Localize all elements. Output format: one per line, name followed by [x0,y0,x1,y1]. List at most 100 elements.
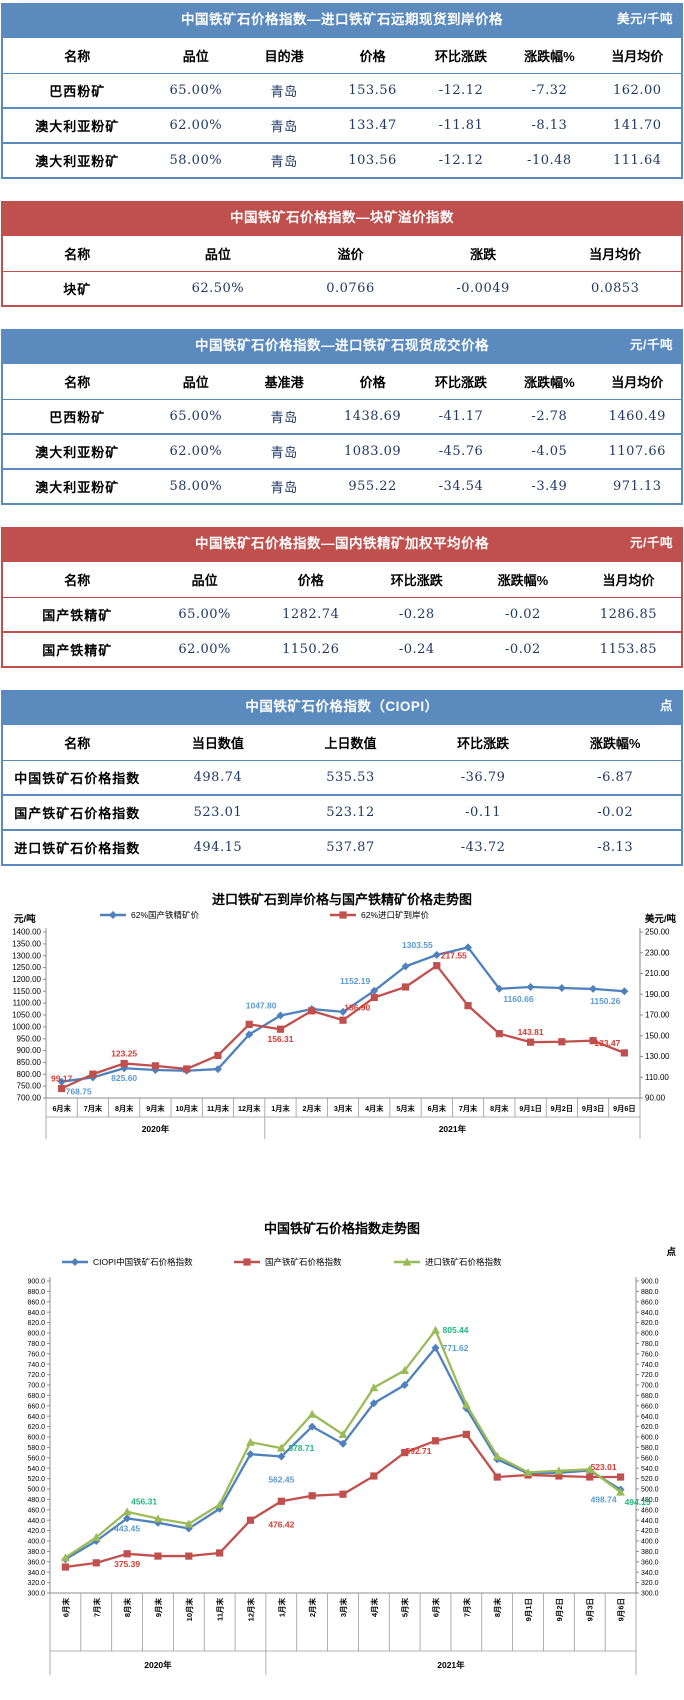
x-category-label: 9月3日 [586,1598,595,1621]
value-cell: 58.00% [169,479,223,494]
square-marker [589,1037,597,1045]
column-header: 基准港 [264,375,304,390]
row-name-cell: 澳大利亚粉矿 [35,480,120,495]
value-cell: 162.00 [613,83,662,98]
left-tick-label: 880.0 [27,1289,45,1296]
value-cell: -0.02 [504,607,541,622]
triangle-marker [215,1500,225,1509]
triangle-marker [338,1430,348,1438]
row-name-cell: 块矿 [63,282,92,297]
triangle-marker [431,1325,440,1334]
table-unit-label: 元/千吨 [630,338,673,352]
left-tick-label: 900.00 [17,1046,42,1055]
right-tick-label: 360.0 [641,1559,659,1566]
x-axis-labels: 6月末 7月末 8月末 9月末 10月末 11月末 12月末 1月末 2月末 3月末 4月末 5月末 6… [49,1593,637,1652]
x-category-label: 5月末 [400,1598,410,1618]
left-tick-label: 620.0 [27,1424,45,1431]
data-point-label: 805.44 [443,1325,469,1335]
value-cell: -10.48 [527,153,572,168]
row-name-cell: 巴西粉矿 [49,410,106,425]
table-unit-label: 元/千吨 [630,536,673,550]
triangle-marker [276,1443,286,1452]
diamond-marker [400,1381,409,1389]
table-title-bar: 中国铁矿石价格指数—块矿溢价指数 [1,201,683,234]
table-unit-label: 美元/千吨 [617,12,673,26]
right-tick-label: 560.0 [641,1455,659,1462]
price-tables-container: 中国铁矿石价格指数—进口铁矿石远期现货到岸价格 美元/千吨 名称 品位 目的港 价格 环比涨… [0,3,684,866]
square-marker [151,1062,160,1070]
x-category-label: 4月末 [365,1104,384,1113]
row-name-cell: 国产铁矿石价格指数 [14,806,141,821]
column-header: 涨跌幅% [524,49,575,64]
left-tick-label: 950.00 [17,1034,42,1043]
left-tick-label: 720.0 [27,1372,45,1379]
header-row: 名称 品位 溢价 涨跌 当月均价 [2,235,682,272]
value-cell: 1282.74 [282,607,340,622]
chart-title: 中国铁矿石价格指数走势图 [264,1221,420,1236]
table-title: 中国铁矿石价格指数—进口铁矿石远期现货到岸价格 [181,12,503,27]
table-row: 进口铁矿石价格指数 494.15 537.87 -43.72 -8.13 [2,830,682,865]
chart-ciopi-index-trend: 中国铁矿石价格指数走势图点 CIOPI中国铁矿石价格指数 国产铁矿石价格指数 进口铁矿… [0,1209,684,1700]
right-tick-label: 440.0 [641,1518,659,1525]
value-cell: -0.02 [597,805,634,820]
square-marker [526,1038,535,1046]
square-marker [92,1559,100,1567]
square-marker [123,1550,131,1558]
diamond-marker [401,962,410,971]
value-cell: -43.72 [460,840,506,855]
diamond-marker [370,986,379,995]
value-cell: -45.76 [438,444,484,459]
diamond-marker [464,943,473,952]
square-marker [462,1430,470,1438]
left-tick-label: 480.0 [27,1497,45,1504]
data-table: 名称 品位 溢价 涨跌 当月均价 块矿 62.50% 0.0766 -0.0049 0.0853 [1,234,683,307]
left-tick-label: 400.0 [27,1539,45,1546]
x-category-label: 5月末 [396,1104,415,1113]
data-point-label: 1150.26 [590,996,621,1006]
triangle-marker [184,1519,194,1528]
column-header: 涨跌幅% [524,375,575,390]
diamond-marker [308,1422,317,1431]
square-marker [401,983,410,991]
row-name-cell: 中国铁矿石价格指数 [14,771,141,786]
right-tick-label: 480.0 [641,1497,659,1504]
value-cell: 青岛 [270,85,298,100]
right-tick-label: 840.0 [641,1310,659,1317]
right-tick-label: 740.0 [641,1362,659,1369]
data-point-label: 186.90 [344,1002,370,1012]
table-import-spot-deal-price: 中国铁矿石价格指数—进口铁矿石现货成交价格 元/千吨 名称 品位 基准港 价格 环比涨跌 涨跌… [1,329,683,505]
right-tick-label: 620.0 [641,1424,659,1431]
right-tick-label: 820.0 [641,1320,659,1327]
value-cell: 955.22 [348,479,397,494]
diamond-marker [71,1258,79,1266]
left-tick-label: 840.0 [27,1310,45,1317]
header-row: 名称 品位 价格 环比涨跌 涨跌幅% 当月均价 [2,561,682,598]
triangle-marker [554,1466,564,1475]
x-category-label: 4月末 [369,1598,379,1618]
value-cell: -12.12 [438,83,484,98]
left-tick-label: 440.0 [27,1518,45,1525]
diamond-marker [369,1399,378,1408]
right-tick-label: 720.0 [641,1372,659,1379]
data-point-label: 592.71 [406,1446,432,1456]
left-tick-label: 740.0 [27,1362,45,1369]
data-point-label: 498.74 [591,1495,617,1505]
value-cell: 1153.85 [599,642,658,657]
triangle-marker [369,1383,379,1392]
iron-ore-price-report: { "tables": [ { "id": "import-forward-pr… [0,3,684,1700]
left-tick-label: 750.00 [17,1082,42,1091]
table-row: 巴西粉矿 65.00% 青岛 1438.69 -41.17 -2.78 1460.49 [2,400,682,434]
value-cell: 494.15 [193,840,243,855]
value-cell: 523.12 [326,805,375,820]
diamond-marker [589,984,598,993]
data-point-label: 1152.19 [340,976,371,986]
triangle-marker [153,1514,163,1523]
diamond-marker [277,1452,286,1461]
right-tick-label: 170.00 [645,1011,670,1020]
value-cell: 65.00% [169,83,223,98]
x-category-label: 7月末 [461,1598,471,1618]
column-header: 价格 [359,375,386,390]
value-cell: 535.53 [326,770,375,785]
column-header: 当日数值 [191,736,244,751]
left-tick-label: 850.00 [17,1058,42,1067]
